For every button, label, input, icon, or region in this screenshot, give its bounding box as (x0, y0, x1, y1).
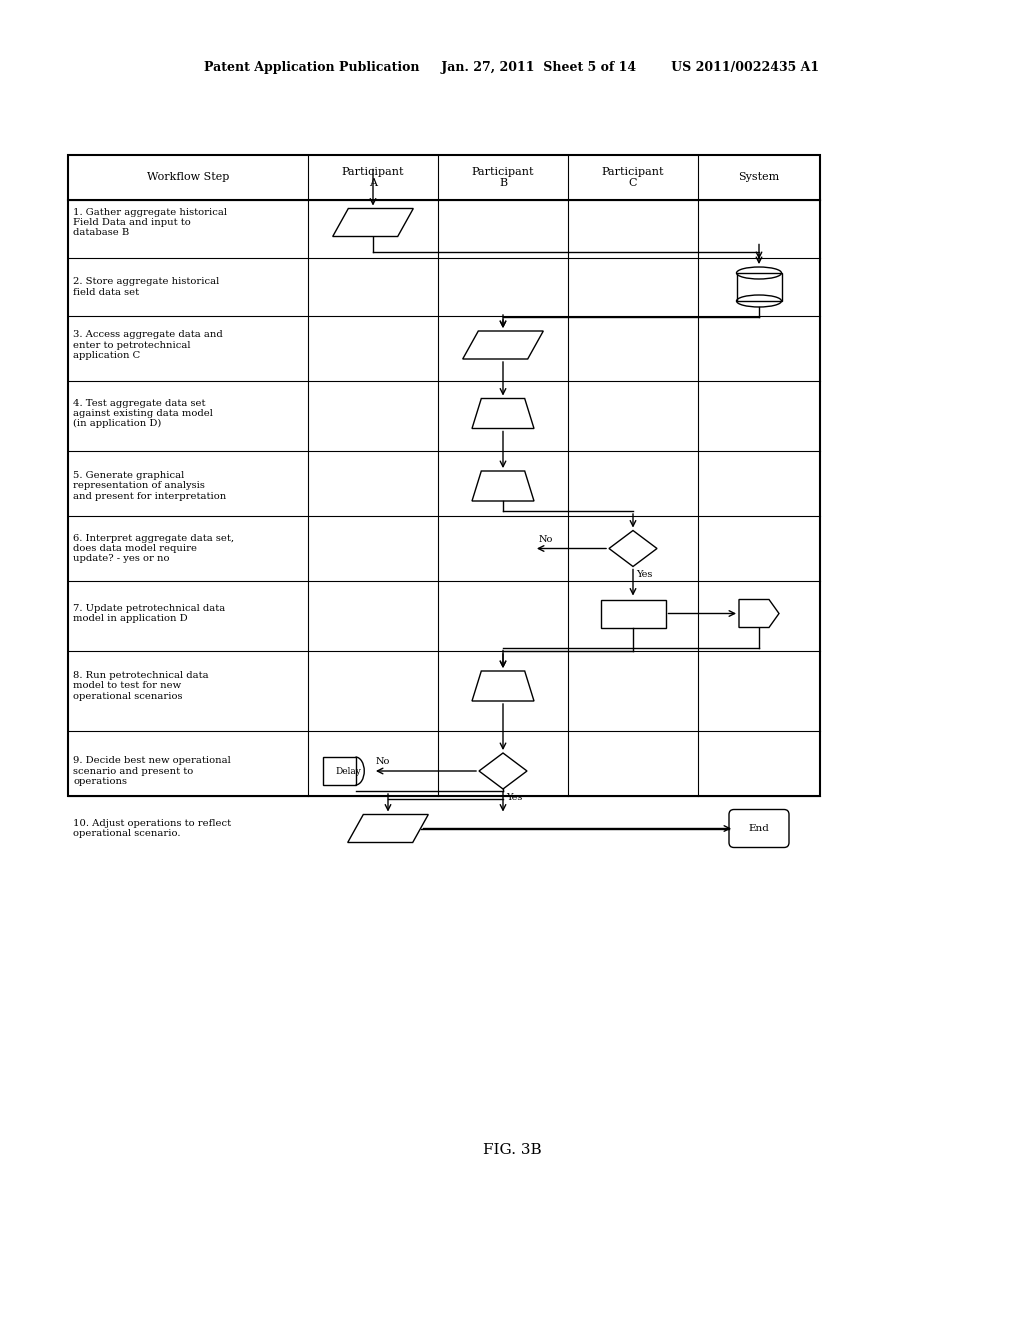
Text: End: End (749, 824, 769, 833)
Text: No: No (376, 756, 390, 766)
Bar (736, 273, 781, 301)
Text: Yes: Yes (636, 570, 652, 579)
Text: 7. Update petrotechnical data
model in application D: 7. Update petrotechnical data model in a… (73, 603, 225, 623)
Text: 8. Run petrotechnical data
model to test for new
operational scenarios: 8. Run petrotechnical data model to test… (73, 671, 209, 701)
Text: 2. Store aggregate historical
field data set: 2. Store aggregate historical field data… (73, 277, 219, 297)
Text: 6. Interpret aggregate data set,
does data model require
update? - yes or no: 6. Interpret aggregate data set, does da… (73, 533, 234, 564)
Bar (323, 756, 355, 785)
Text: 1. Gather aggregate historical
Field Data and input to
database B: 1. Gather aggregate historical Field Dat… (73, 207, 227, 238)
Text: Patent Application Publication     Jan. 27, 2011  Sheet 5 of 14        US 2011/0: Patent Application Publication Jan. 27, … (205, 62, 819, 74)
Text: 10. Adjust operations to reflect
operational scenario.: 10. Adjust operations to reflect operati… (73, 818, 231, 838)
Text: Yes: Yes (506, 792, 522, 801)
Bar (68, 154, 820, 796)
Text: 4. Test aggregate data set
against existing data model
(in application D): 4. Test aggregate data set against exist… (73, 399, 213, 429)
Text: FIG. 3B: FIG. 3B (482, 1143, 542, 1158)
Text: Delay: Delay (335, 767, 360, 776)
Bar (600, 599, 666, 627)
Text: System: System (738, 173, 779, 182)
Text: 5. Generate graphical
representation of analysis
and present for interpretation: 5. Generate graphical representation of … (73, 471, 226, 500)
Text: Participant
C: Participant C (602, 166, 665, 189)
Text: 9. Decide best new operational
scenario and present to
operations: 9. Decide best new operational scenario … (73, 756, 230, 785)
Text: No: No (539, 535, 553, 544)
Text: Participant
A: Participant A (342, 166, 404, 189)
Text: Participant
B: Participant B (472, 166, 535, 189)
Text: 3. Access aggregate data and
enter to petrotechnical
application C: 3. Access aggregate data and enter to pe… (73, 330, 223, 360)
Text: Workflow Step: Workflow Step (146, 173, 229, 182)
